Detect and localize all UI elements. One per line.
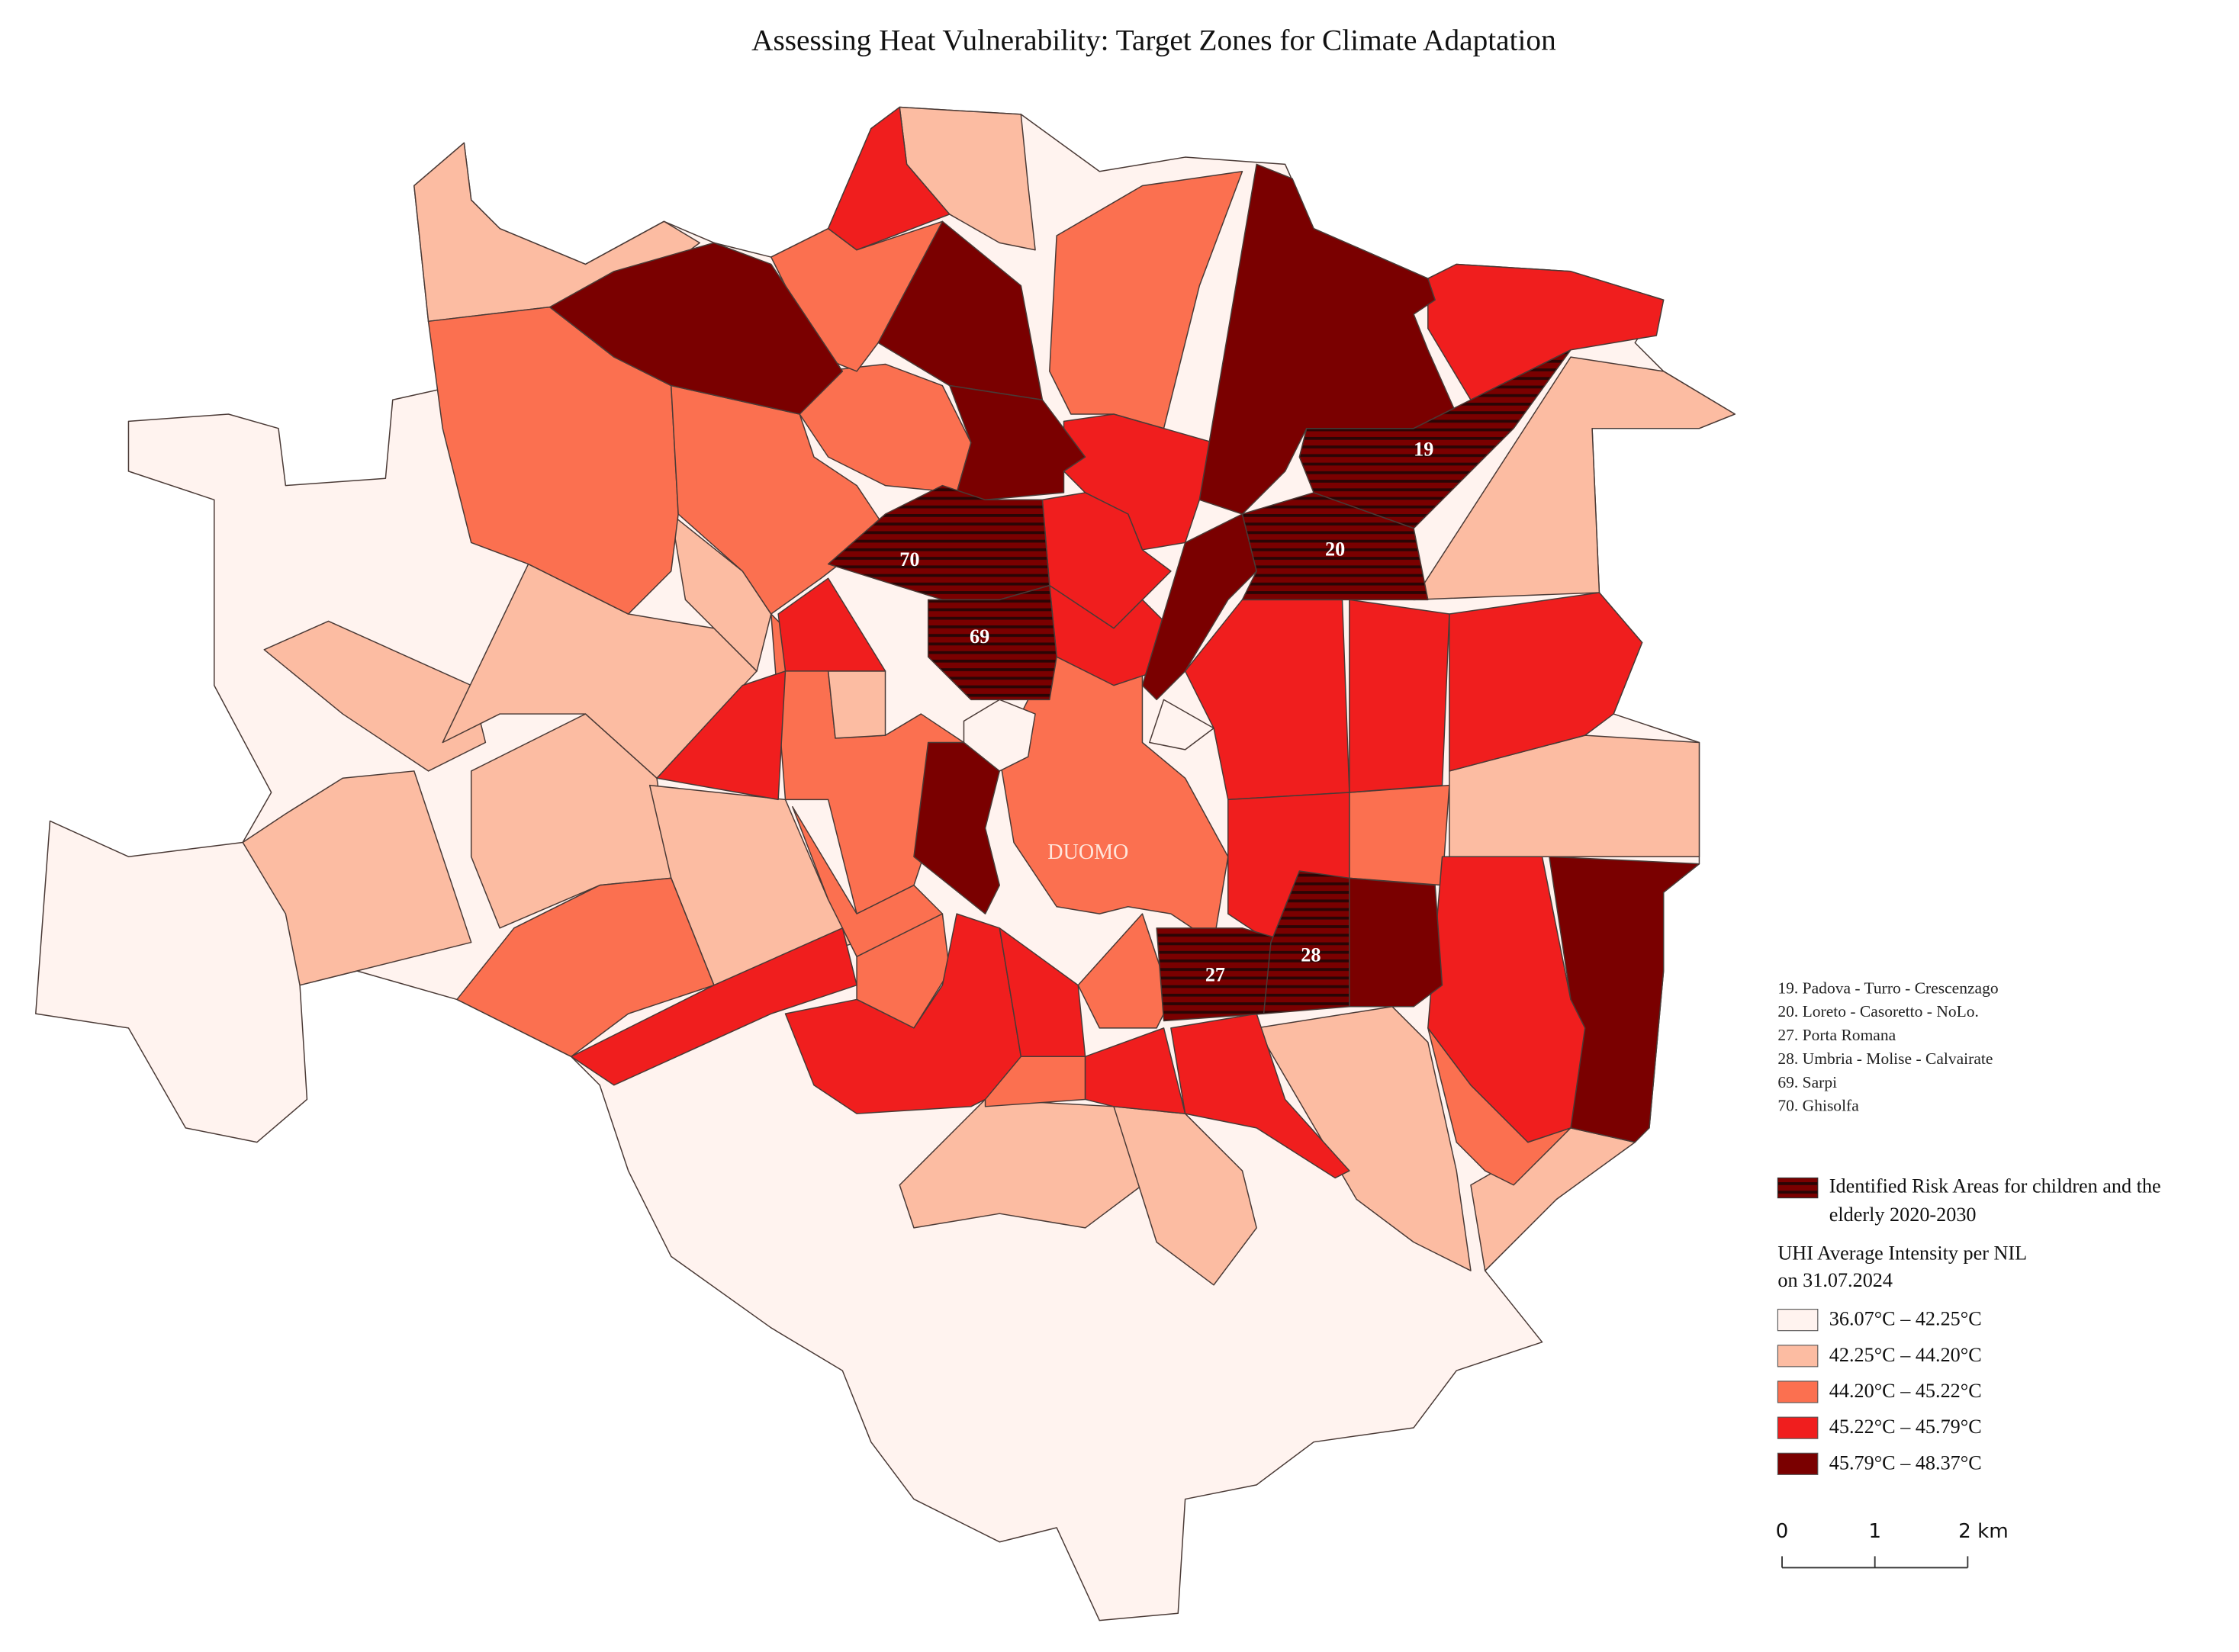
legend-swatch [1777, 1380, 1819, 1403]
zone [1349, 784, 1450, 886]
note: 28. Umbria - Molise - Calvairate [1777, 1049, 1993, 1068]
zone [1149, 699, 1214, 750]
map-title: Assessing Heat Vulnerability: Target Zon… [751, 23, 1556, 56]
legend-label: 44.20°C – 45.22°C [1829, 1380, 1982, 1402]
zone-label: 19 [1414, 439, 1433, 461]
risk-swatch [1777, 1177, 1819, 1199]
legend-label: 45.22°C – 45.79°C [1829, 1416, 1982, 1438]
zone-label: 28 [1301, 943, 1321, 966]
zone [1349, 599, 1450, 793]
zone [856, 913, 951, 1029]
legend-swatch [1777, 1416, 1819, 1439]
note: 20. Loreto - Casoretto - NoLo. [1777, 1002, 1979, 1020]
zone [1170, 1013, 1350, 1179]
zone [877, 220, 1044, 401]
zone [656, 670, 787, 801]
zone-labels: 19 20 27 28 69 70 DUOMO [899, 439, 1433, 986]
legend-label: elderly 2020-2030 [1829, 1204, 1977, 1226]
legend-swatch [1777, 1309, 1819, 1332]
zone [1427, 263, 1665, 401]
zone [949, 384, 1086, 501]
legend-title: on 31.07.2024 [1777, 1269, 1893, 1291]
scale-bar: 0 1 2 km [1776, 1520, 2009, 1569]
legend-label: 36.07°C – 42.25°C [1829, 1308, 1982, 1330]
zone [1141, 513, 1257, 701]
risk-zone [1241, 492, 1429, 601]
zone [1413, 356, 1736, 601]
note: 19. Padova - Turro - Crescenzago [1777, 979, 1998, 997]
center-label: DUOMO [1047, 840, 1128, 864]
zones [35, 106, 1736, 1621]
zone [548, 242, 844, 415]
zone [827, 106, 951, 251]
zone [827, 670, 886, 739]
zone [1449, 592, 1643, 772]
note: 27. Porta Romana [1777, 1026, 1896, 1044]
risk-zone [927, 584, 1057, 701]
notes: 19. Padova - Turro - Crescenzago 20. Lore… [1777, 979, 1998, 1114]
zone [963, 699, 1036, 772]
zone [1349, 877, 1443, 1008]
risk-zone [1263, 870, 1350, 1014]
zone [456, 877, 715, 1058]
legend-label: 45.79°C – 48.37°C [1829, 1451, 1982, 1474]
scale-label: 0 [1776, 1520, 1789, 1543]
zone [1549, 856, 1700, 1143]
legend-swatch [1777, 1345, 1819, 1368]
note: 69. Sarpi [1777, 1073, 1837, 1091]
zone-label: 27 [1205, 963, 1225, 985]
legend-label: Identified Risk Areas for children and t… [1829, 1175, 2161, 1197]
legend-swatch [1777, 1452, 1819, 1475]
legend: Identified Risk Areas for children and t… [1777, 1175, 2161, 1475]
zone-label: 20 [1325, 538, 1345, 561]
zone [570, 927, 857, 1086]
scale-label: 1 [1868, 1520, 1881, 1543]
legend-label: 42.25°C – 44.20°C [1829, 1344, 1982, 1366]
zone [263, 620, 487, 772]
zone-label: 70 [899, 548, 919, 570]
scale-label: 2 km [1958, 1520, 2009, 1543]
zone [1198, 163, 1457, 515]
zone [777, 577, 886, 672]
risk-zone [1298, 349, 1571, 529]
zone [1256, 1006, 1472, 1271]
zone-label: 69 [970, 625, 989, 648]
zone [1084, 1027, 1186, 1114]
note: 70. Ghisolfa [1777, 1097, 1859, 1115]
legend-title: UHI Average Intensity per NIL [1777, 1242, 2027, 1264]
zone [242, 770, 472, 986]
